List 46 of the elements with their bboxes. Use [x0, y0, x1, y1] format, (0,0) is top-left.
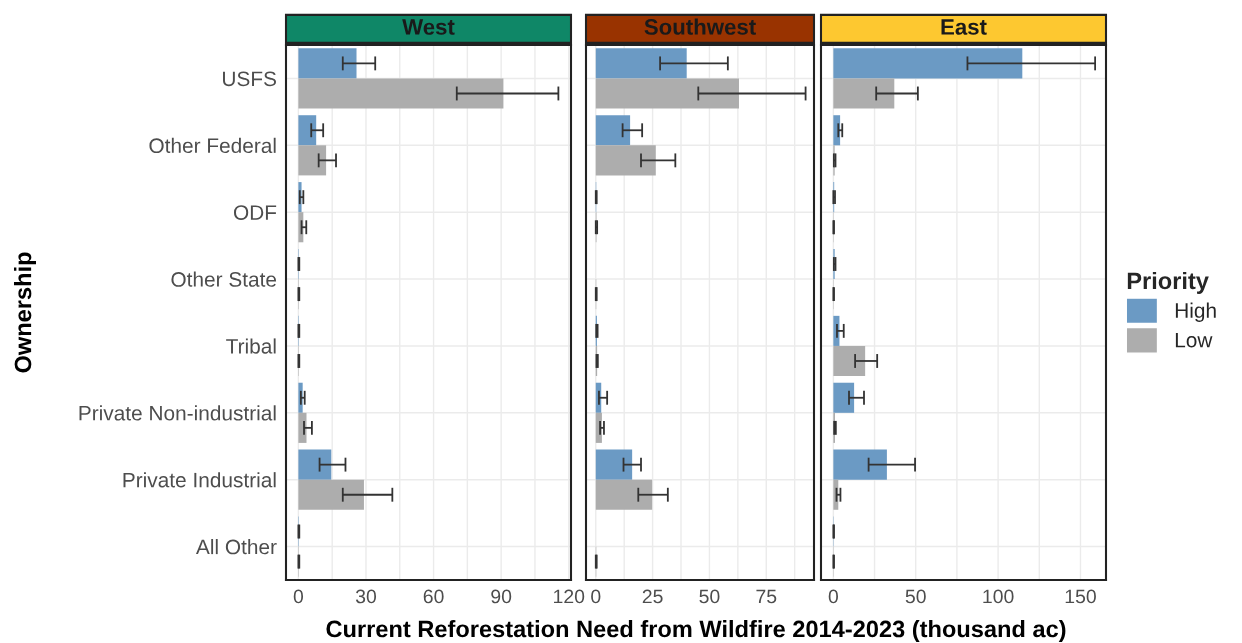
x-tick-label: 30 — [355, 589, 377, 604]
bar — [595, 145, 656, 176]
x-tick-label: 150 — [1065, 589, 1096, 604]
x-tick-label: 50 — [699, 589, 720, 604]
y-tick-label: Other State — [171, 271, 277, 287]
bar — [595, 479, 653, 510]
x-tick-label: 25 — [642, 589, 663, 604]
bar — [298, 115, 317, 146]
bar — [298, 48, 357, 79]
x-tick-label: 75 — [756, 589, 777, 604]
bar — [595, 449, 633, 480]
x-tick-label: 120 — [554, 589, 585, 604]
chart-title: West — [402, 19, 455, 35]
bar — [833, 345, 866, 377]
bar — [833, 78, 895, 109]
chart-title: East — [941, 19, 987, 35]
bar — [298, 449, 332, 480]
chart-title: Southwest — [644, 18, 756, 35]
bar — [595, 115, 631, 146]
legend-label: Low — [1175, 332, 1213, 348]
bar — [833, 449, 887, 480]
x-tick-label: 60 — [423, 589, 444, 604]
x-tick-label: 50 — [905, 589, 926, 604]
bar — [298, 479, 364, 510]
bar — [298, 145, 327, 176]
y-tick-label: Tribal — [226, 338, 276, 354]
x-tick-label: 0 — [828, 589, 838, 604]
bar — [833, 382, 855, 413]
bar — [595, 48, 687, 79]
y-tick-label: All Other — [195, 539, 277, 555]
y-tick-label: Other Federal — [149, 137, 276, 154]
y-tick-label: Private Non-industrial — [79, 405, 276, 421]
y-tick-label: USFS — [223, 71, 277, 87]
bar — [298, 78, 504, 109]
legend-title: Priority — [1127, 271, 1209, 294]
bar — [833, 48, 1023, 79]
x-tick-label: 0 — [591, 589, 601, 604]
y-tick-label: ODF — [233, 205, 277, 220]
x-axis-title: Current Reforestation Need from Wildfire 2014-2023 (thousand ac) — [326, 619, 1066, 643]
y-tick-label: Private Industrial — [123, 472, 276, 488]
x-tick-label: 0 — [293, 589, 304, 604]
x-tick-label: 90 — [491, 589, 512, 604]
x-tick-label: 100 — [983, 589, 1014, 604]
legend-label: High — [1175, 302, 1216, 322]
y-axis-title: Ownership — [14, 252, 36, 373]
bar — [595, 78, 739, 109]
